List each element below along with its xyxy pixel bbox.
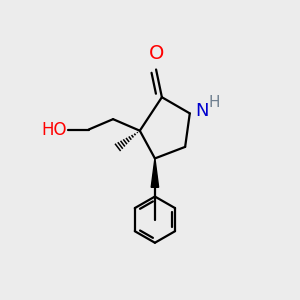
Text: N: N [196,102,209,120]
Polygon shape [151,158,159,187]
Text: HO: HO [41,121,67,139]
Text: O: O [148,44,164,63]
Text: H: H [209,95,220,110]
